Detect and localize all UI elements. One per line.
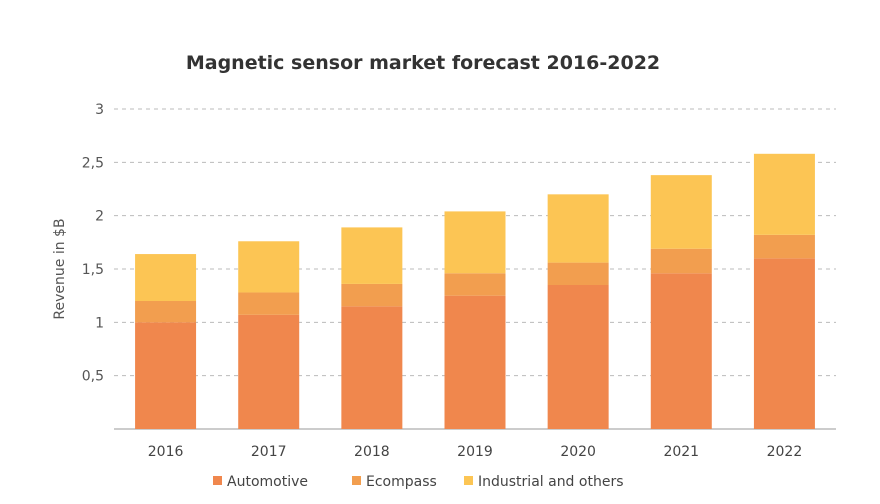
legend-label: Automotive (227, 474, 308, 490)
y-axis-label: Revenue in $B (52, 218, 68, 319)
bar-segment-ecompass (547, 262, 609, 285)
bar-segment-industrial-and-others (650, 175, 712, 249)
x-tick-label: 2022 (767, 444, 803, 460)
bar-segment-ecompass (753, 234, 815, 259)
bar-segment-automotive (238, 314, 300, 429)
bar-segment-ecompass (135, 301, 197, 323)
x-tick-label: 2019 (457, 444, 493, 460)
x-tick-label: 2018 (354, 444, 390, 460)
bar-segment-industrial-and-others (547, 194, 609, 263)
y-tick-label: 2 (95, 209, 104, 225)
bar-segment-automotive (753, 258, 815, 429)
y-tick-label: 1 (95, 315, 104, 331)
bar-segment-ecompass (650, 248, 712, 274)
y-tick-label: 2,5 (82, 155, 104, 171)
y-tick-label: 0,5 (82, 369, 104, 385)
y-tick-label: 1,5 (82, 262, 104, 278)
legend-swatch (464, 476, 473, 485)
x-tick-label: 2017 (251, 444, 287, 460)
bar-segment-industrial-and-others (341, 227, 403, 284)
bar-segment-ecompass (341, 283, 403, 307)
legend-swatch (352, 476, 361, 485)
legend-label: Ecompass (366, 474, 437, 490)
bar-segment-ecompass (444, 273, 506, 296)
x-tick-label: 2020 (560, 444, 596, 460)
legend-swatch (213, 476, 222, 485)
x-tick-label: 2021 (663, 444, 699, 460)
x-tick-label: 2016 (148, 444, 184, 460)
bar-segment-automotive (341, 306, 403, 429)
y-tick-label: 3 (95, 102, 104, 118)
bar-segment-industrial-and-others (135, 254, 197, 301)
bar-segment-automotive (135, 322, 197, 429)
legend-label: Industrial and others (478, 474, 624, 490)
bar-segment-ecompass (238, 292, 300, 315)
bar-segment-industrial-and-others (444, 211, 506, 274)
bar-segment-industrial-and-others (753, 153, 815, 235)
bar-segment-industrial-and-others (238, 241, 300, 293)
chart-title: Magnetic sensor market forecast 2016-202… (186, 52, 660, 74)
bar-segment-automotive (547, 285, 609, 429)
bar-segment-automotive (444, 295, 506, 429)
bar-segment-automotive (650, 273, 712, 429)
